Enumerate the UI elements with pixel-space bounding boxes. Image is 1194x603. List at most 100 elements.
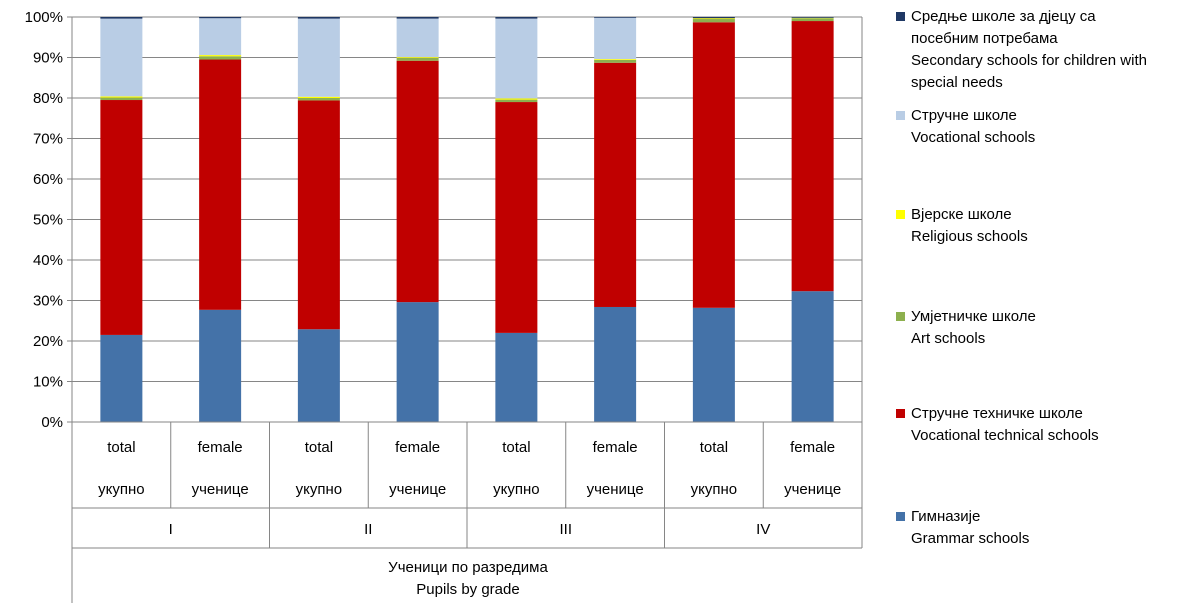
legend-label: Vocational schools xyxy=(911,129,1035,146)
bar-segment xyxy=(495,332,538,422)
x-category-label-sr: укупно xyxy=(98,481,144,498)
legend-label: Grammar schools xyxy=(911,530,1029,547)
x-category-label-sr: укупно xyxy=(691,481,737,498)
axes xyxy=(71,17,863,603)
y-tick-label: 80% xyxy=(33,90,63,107)
bar-segment xyxy=(594,306,637,422)
bar-segment xyxy=(100,97,143,101)
y-tick-label: 0% xyxy=(41,414,63,431)
bar-segment xyxy=(199,55,242,57)
bar-segment xyxy=(396,17,439,19)
x-category-label-en: female xyxy=(790,439,835,456)
y-axis-tick-labels: 0% 10% 20% 30% 40% 50% 60% 70% 80% 90% 100% xyxy=(25,9,63,431)
bar-segment xyxy=(692,307,735,422)
bar-segment xyxy=(791,21,834,292)
bar-segment xyxy=(594,59,637,60)
bar-segment xyxy=(791,17,834,18)
y-tick-label: 90% xyxy=(33,50,63,67)
bar-segment xyxy=(100,334,143,422)
legend-label: Стручне школе xyxy=(911,107,1017,124)
bar-segment xyxy=(297,96,340,98)
x-group-label: IV xyxy=(756,521,770,538)
bar-segment xyxy=(297,98,340,101)
x-category-label-en: total xyxy=(502,439,530,456)
x-axis-title-line2: Pupils by grade xyxy=(416,581,519,598)
legend-label: special needs xyxy=(911,74,1003,91)
bar-segment xyxy=(495,17,538,19)
legend-label: Гимназије xyxy=(911,508,980,525)
bar-segment xyxy=(199,56,242,60)
y-tick-label: 70% xyxy=(33,131,63,148)
y-tick-label: 10% xyxy=(33,374,63,391)
legend-label: Средње школе за дјецу са xyxy=(911,8,1096,25)
legend-swatch xyxy=(896,12,905,21)
x-category-label-en: total xyxy=(107,439,135,456)
legend-label: Religious schools xyxy=(911,228,1028,245)
bar-segment xyxy=(594,17,637,60)
bar-segment xyxy=(100,18,143,97)
x-category-label-en: total xyxy=(700,439,728,456)
legend-swatch xyxy=(896,210,905,219)
bars xyxy=(100,17,834,422)
x-category-label-sr: укупно xyxy=(493,481,539,498)
y-tick-label: 100% xyxy=(25,9,63,26)
legend-label: посебним потребама xyxy=(911,30,1058,47)
legend-swatch xyxy=(896,312,905,321)
legend-label: Art schools xyxy=(911,330,985,347)
x-category-label-sr: ученице xyxy=(192,481,249,498)
bar-segment xyxy=(199,309,242,422)
legend-swatch xyxy=(896,512,905,521)
x-category-label-en: female xyxy=(198,439,243,456)
y-tick-label: 60% xyxy=(33,171,63,188)
bar-segment xyxy=(396,57,439,58)
x-category-label-en: female xyxy=(395,439,440,456)
x-category-label-en: total xyxy=(305,439,333,456)
bar-segment xyxy=(791,18,834,22)
x-axis-category-labels: total укупно female ученице total укупно femal… xyxy=(98,439,841,538)
bar-segment xyxy=(297,329,340,422)
gridlines xyxy=(67,16,862,423)
legend-swatch xyxy=(896,111,905,120)
x-group-label: III xyxy=(559,521,572,538)
x-category-label-en: female xyxy=(593,439,638,456)
x-group-label: I xyxy=(169,521,173,538)
bar-segment xyxy=(396,60,439,303)
bar-segment xyxy=(297,17,340,19)
legend-label: Secondary schools for children with xyxy=(911,52,1147,69)
legend-label: Вјерске школе xyxy=(911,206,1012,223)
bar-segment xyxy=(297,18,340,97)
x-axis-title-line1: Ученици по разредима xyxy=(388,559,548,576)
bar-segment xyxy=(396,302,439,422)
x-category-label-sr: ученице xyxy=(389,481,446,498)
bar-segment xyxy=(396,57,439,61)
bar-segment xyxy=(100,17,143,19)
bar-segment xyxy=(396,18,439,58)
x-group-label: II xyxy=(364,521,372,538)
bar-segment xyxy=(692,22,735,308)
bar-segment xyxy=(594,59,637,63)
bar-segment xyxy=(594,17,637,18)
bar-segment xyxy=(100,100,143,335)
bar-segment xyxy=(692,18,735,20)
bar-segment xyxy=(297,100,340,330)
bar-segment xyxy=(791,291,834,422)
bar-segment xyxy=(495,99,538,103)
bar-segment xyxy=(100,96,143,98)
legend-label: Vocational technical schools xyxy=(911,427,1099,444)
bar-segment xyxy=(199,59,242,310)
bar-segment xyxy=(199,18,242,56)
legend-swatch xyxy=(896,409,905,418)
legend-label: Стручне техничке школе xyxy=(911,405,1083,422)
legend-label: Умјетничке школе xyxy=(911,308,1036,325)
x-category-label-sr: ученице xyxy=(784,481,841,498)
y-tick-label: 20% xyxy=(33,333,63,350)
y-tick-label: 40% xyxy=(33,252,63,269)
bar-segment xyxy=(594,62,637,307)
bar-segment xyxy=(692,17,735,19)
bar-segment xyxy=(495,102,538,333)
y-tick-label: 30% xyxy=(33,293,63,310)
bar-segment xyxy=(495,18,538,99)
x-category-label-sr: укупно xyxy=(296,481,342,498)
y-tick-label: 50% xyxy=(33,212,63,229)
